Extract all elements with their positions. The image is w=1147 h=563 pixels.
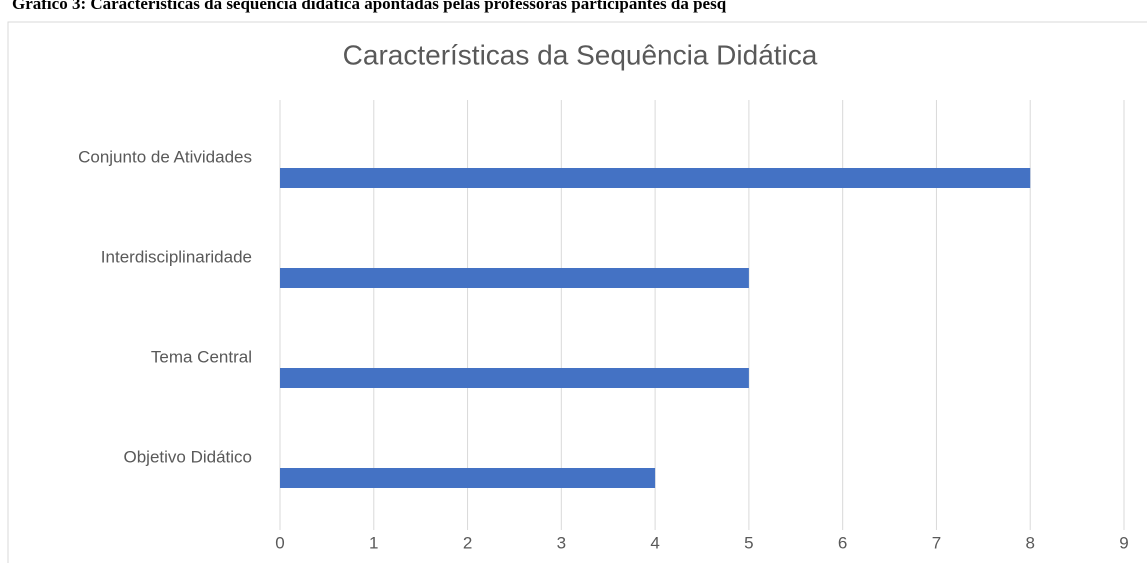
x-tick-label: 4 (650, 533, 659, 552)
x-tick-label: 2 (463, 533, 472, 552)
x-tick-label: 5 (744, 533, 753, 552)
x-tick-label: 7 (932, 533, 941, 552)
x-tick-label: 8 (1025, 533, 1034, 552)
bar (280, 468, 656, 488)
bar (280, 368, 749, 388)
chart-title: Características da Sequência Didática (343, 39, 818, 70)
bar (280, 268, 749, 288)
x-tick-label: 6 (838, 533, 847, 552)
caption: Gráfico 3: Características da sequência … (12, 0, 727, 13)
x-tick-label: 9 (1119, 533, 1128, 552)
x-tick-label: 3 (557, 533, 566, 552)
x-tick-label: 1 (369, 533, 378, 552)
y-tick-label: Conjunto de Atividades (78, 147, 252, 166)
y-tick-label: Interdisciplinaridade (101, 247, 252, 266)
y-tick-label: Objetivo Didático (123, 447, 252, 466)
x-tick-label: 0 (275, 533, 284, 552)
y-tick-label: Tema Central (151, 347, 252, 366)
bar (280, 168, 1031, 188)
